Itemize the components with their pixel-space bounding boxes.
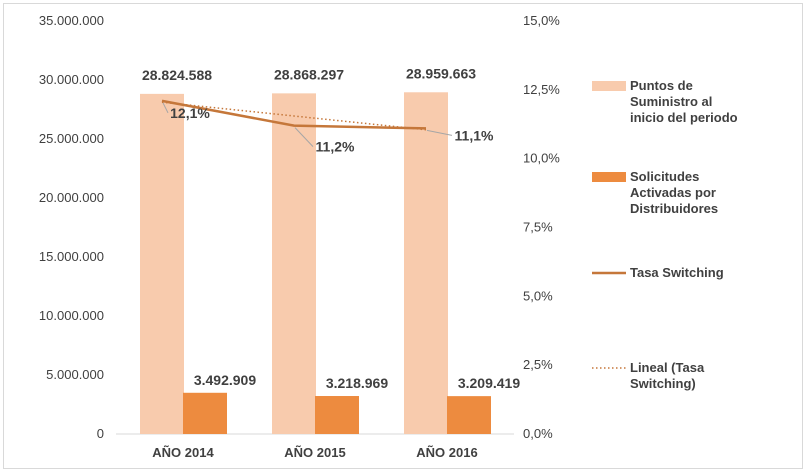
y-left-tick-label: 10.000.000 <box>39 308 104 323</box>
y-right-tick-label: 2,5% <box>523 357 553 372</box>
data-label-tasa: 11,1% <box>455 127 494 143</box>
legend-label: Distribuidores <box>630 201 718 216</box>
y-right-tick-label: 7,5% <box>523 220 553 235</box>
legend-label: Activadas por <box>630 185 716 200</box>
bar-puntos-suministro <box>140 93 184 434</box>
data-label-solicitudes: 3.209.419 <box>458 375 520 391</box>
y-right-tick-label: 10,0% <box>523 151 560 166</box>
legend-label: Puntos de <box>630 78 693 93</box>
line-tasa-switching <box>161 99 427 130</box>
y-right-tick-label: 12,5% <box>523 82 560 97</box>
y-left-tick-label: 30.000.000 <box>39 72 104 87</box>
data-label-puntos: 28.959.663 <box>406 65 476 81</box>
y-right-tick-label: 0,0% <box>523 426 553 441</box>
chart-frame: 0 5.000.000 10.000.000 15.000.000 20.000.000… <box>3 3 803 469</box>
legend-swatch <box>592 81 626 91</box>
y-left-tick-label: 0 <box>97 426 104 441</box>
trendline-tasa-switching <box>161 101 427 131</box>
leader-line <box>426 129 453 136</box>
data-label-puntos: 28.824.588 <box>142 67 212 83</box>
x-tick-label: AÑO 2015 <box>284 445 345 460</box>
y-right-tick-label: 15,0% <box>523 13 560 28</box>
legend-label: Switching) <box>630 376 696 391</box>
y-left-tick-label: 35.000.000 <box>39 13 104 28</box>
legend-label: Solicitudes <box>630 169 699 184</box>
legend-swatch <box>592 172 626 182</box>
data-label-tasa: 12,1% <box>170 105 210 121</box>
x-tick-label: AÑO 2016 <box>416 445 477 460</box>
bar-puntos-suministro <box>404 92 448 435</box>
leader-line <box>162 102 169 114</box>
data-label-tasa: 11,2% <box>316 139 355 155</box>
bar-solicitudes-activadas <box>183 392 227 434</box>
legend-label: Tasa Switching <box>630 265 724 280</box>
bar-solicitudes-activadas <box>315 396 359 434</box>
y-left-tick-label: 15.000.000 <box>39 249 104 264</box>
legend-label: inicio del periodo <box>630 110 738 125</box>
y-left-tick-label: 20.000.000 <box>39 190 104 205</box>
y-right-tick-label: 5,0% <box>523 288 553 303</box>
data-label-solicitudes: 3.218.969 <box>326 375 388 391</box>
data-label-solicitudes: 3.492.909 <box>194 372 256 388</box>
chart-svg: 0 5.000.000 10.000.000 15.000.000 20.000.000… <box>39 13 738 460</box>
leader-line <box>294 127 314 147</box>
bar-solicitudes-activadas <box>447 396 491 434</box>
y-left-tick-label: 5.000.000 <box>46 367 104 382</box>
data-label-puntos: 28.868.297 <box>274 66 344 82</box>
y-left-tick-label: 25.000.000 <box>39 131 104 146</box>
legend-label: Suministro al <box>630 94 712 109</box>
x-tick-label: AÑO 2014 <box>152 445 214 460</box>
legend-label: Lineal (Tasa <box>630 360 705 375</box>
bar-puntos-suministro <box>272 93 316 434</box>
